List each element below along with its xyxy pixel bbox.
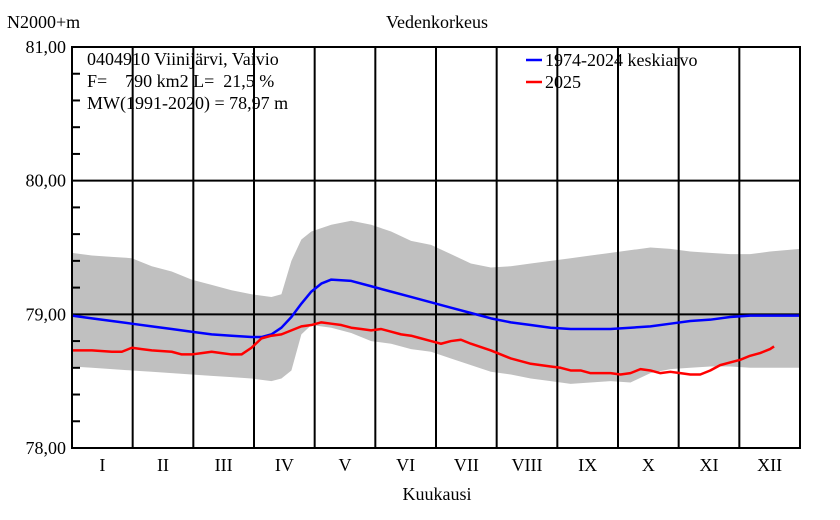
month-label: I xyxy=(99,455,105,475)
month-label: VI xyxy=(396,455,415,475)
month-label: X xyxy=(642,455,655,475)
y-tick-label: 79,00 xyxy=(26,304,67,324)
month-label: VIII xyxy=(512,455,543,475)
x-axis-label: Kuukausi xyxy=(403,484,472,504)
series-line-2025 xyxy=(72,321,775,376)
series-line-mean xyxy=(71,278,800,339)
legend-label-2025: 2025 xyxy=(545,72,581,92)
chart-title: Vedenkorkeus xyxy=(386,12,488,32)
month-label: V xyxy=(339,455,352,475)
info-area: F= 790 km2 L= 21,5 % xyxy=(87,71,274,91)
month-label: XII xyxy=(757,455,782,475)
month-label: IX xyxy=(578,455,597,475)
month-label: IV xyxy=(275,455,294,475)
y-axis-label: N2000+m xyxy=(7,12,80,32)
month-label: II xyxy=(157,455,169,475)
legend: 1974-2024 keskiarvo 2025 xyxy=(526,50,697,92)
month-label: XI xyxy=(700,455,719,475)
y-tick-label: 81,00 xyxy=(26,37,67,57)
legend-label-mean: 1974-2024 keskiarvo xyxy=(545,50,697,70)
y-tick-label: 78,00 xyxy=(26,438,67,458)
plot-frame xyxy=(71,46,801,449)
month-label: VII xyxy=(454,455,479,475)
info-station: 0404910 Viinijärvi, Vaivio xyxy=(87,49,279,69)
month-label: III xyxy=(215,455,233,475)
info-mean-water: MW(1991-2020) = 78,97 m xyxy=(87,93,288,114)
y-tick-label: 80,00 xyxy=(26,171,67,191)
